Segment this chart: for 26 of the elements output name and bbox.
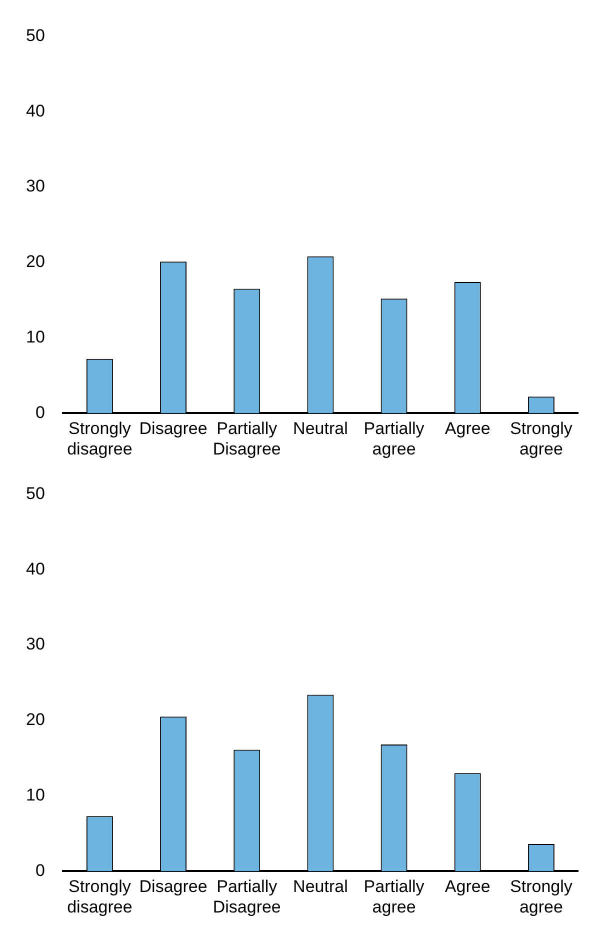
x-tick-label: Disagree <box>139 877 208 896</box>
y-tick-label: 30 <box>26 634 45 654</box>
x-tick-label: Strongly agree <box>510 419 573 458</box>
y-tick-label: 50 <box>26 484 45 503</box>
x-tick-label: Partially Disagree <box>212 419 281 458</box>
x-tick-label: Strongly disagree <box>67 877 132 916</box>
y-tick-label: 40 <box>26 101 45 120</box>
x-tick-label: Disagree <box>139 419 208 438</box>
y-tick-label: 30 <box>26 176 45 196</box>
x-tick-label: Strongly agree <box>510 877 573 916</box>
y-tick-label: 20 <box>26 710 45 730</box>
y-tick-label: 20 <box>26 252 45 272</box>
x-tick-label: Partially agree <box>364 419 425 458</box>
y-tick-label: 0 <box>35 402 45 422</box>
y-tick-label: 40 <box>26 559 45 578</box>
y-tick-label: 10 <box>26 785 45 804</box>
y-tick-label: 0 <box>35 860 45 880</box>
x-tick-label: Agree <box>444 877 490 896</box>
x-tick-label: Neutral <box>293 877 348 896</box>
y-tick-label: 50 <box>26 26 45 45</box>
x-tick-label: Neutral <box>293 419 348 438</box>
x-tick-label: Strongly disagree <box>67 419 132 458</box>
x-tick-label: Agree <box>444 419 490 438</box>
x-tick-label: Partially agree <box>364 877 425 916</box>
y-tick-label: 10 <box>26 327 45 346</box>
x-tick-label: Partially Disagree <box>212 877 281 916</box>
